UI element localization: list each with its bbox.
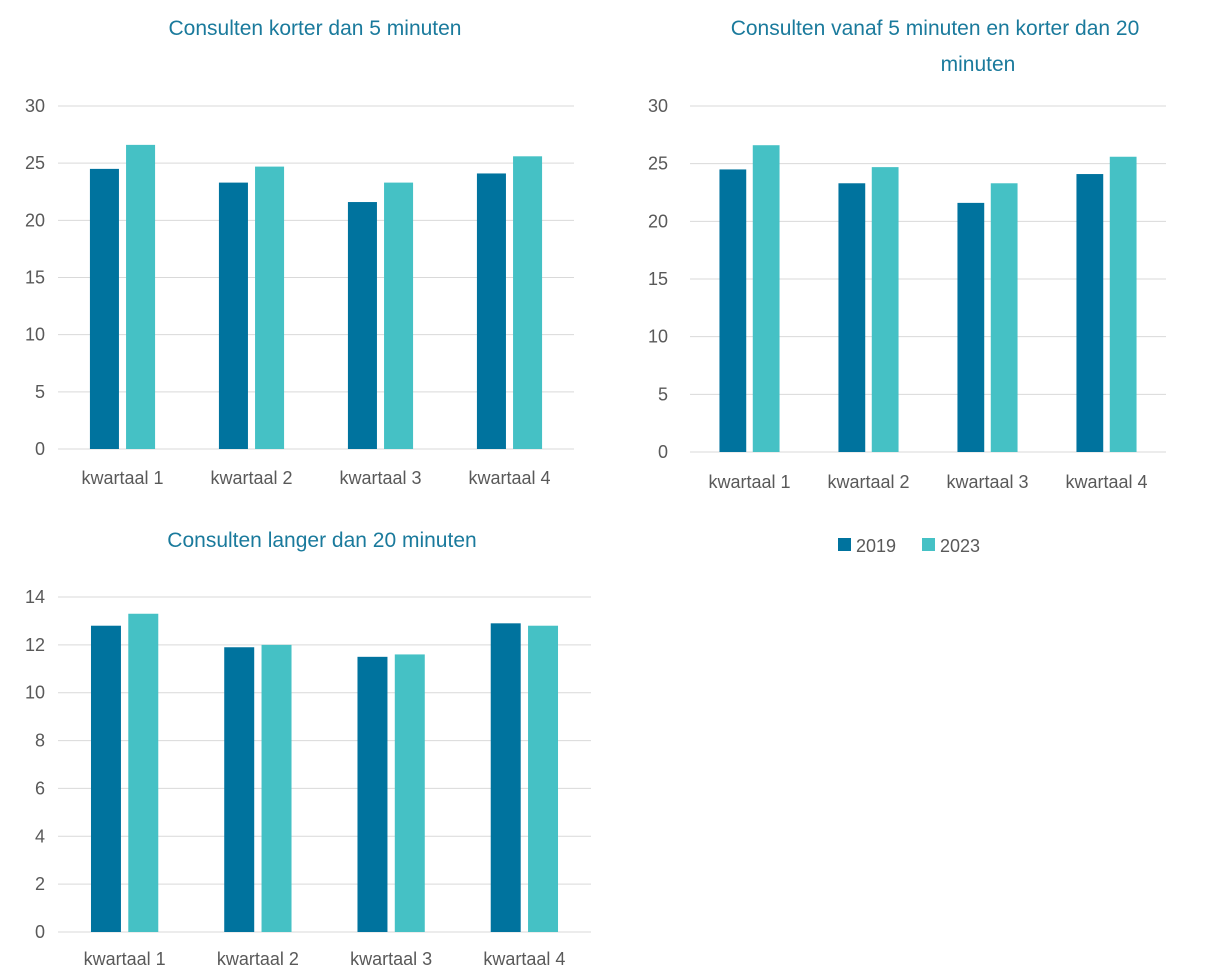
x-category-label: kwartaal 3 [339, 468, 421, 488]
y-tick-label: 10 [648, 327, 668, 347]
y-tick-label: 15 [648, 269, 668, 289]
bar-2023-kwartaal-1 [126, 144, 156, 449]
x-category-label: kwartaal 3 [350, 949, 432, 969]
chart-title-line-2: minuten [941, 53, 1016, 76]
chart-short-consults: Consulten korter dan 5 minuten 0 5 10 15 20 2… [25, 17, 574, 488]
y-tick-label: 25 [648, 154, 668, 174]
x-category-label: kwartaal 1 [81, 468, 163, 488]
y-tick-label: 12 [25, 635, 45, 655]
legend: 2019 2023 [838, 536, 980, 556]
chart-title: Consulten langer dan 20 minuten [167, 529, 476, 552]
bar-2023-kwartaal-3 [990, 183, 1018, 453]
x-category-label: kwartaal 4 [483, 949, 565, 969]
chart-title-line-1: Consulten vanaf 5 minuten en korter dan … [731, 17, 1140, 40]
bar-2019-kwartaal-2 [838, 183, 866, 453]
y-tick-label: 20 [648, 211, 668, 231]
bar-2023-kwartaal-4 [528, 625, 559, 932]
y-tick-label: 10 [25, 325, 45, 345]
y-tick-label: 8 [35, 731, 45, 751]
x-category-label: kwartaal 4 [468, 468, 550, 488]
bar-2019-kwartaal-3 [957, 202, 985, 452]
bar-2023-kwartaal-2 [871, 167, 899, 453]
y-tick-label: 5 [35, 382, 45, 402]
bar-2023-kwartaal-2 [255, 166, 285, 449]
bar-2023-kwartaal-3 [384, 182, 414, 449]
x-category-label: kwartaal 4 [1065, 472, 1147, 492]
bar-2023-kwartaal-1 [752, 145, 780, 453]
x-category-label: kwartaal 2 [217, 949, 299, 969]
bar-2019-kwartaal-2 [218, 182, 248, 449]
bar-2019-kwartaal-3 [357, 656, 388, 932]
chart-title: Consulten korter dan 5 minuten [168, 17, 461, 40]
x-category-label: kwartaal 2 [210, 468, 292, 488]
y-tick-label: 25 [25, 153, 45, 173]
y-tick-label: 15 [25, 268, 45, 288]
chart-medium-consults: Consulten vanaf 5 minuten en korter dan … [648, 17, 1166, 492]
y-tick-label: 0 [35, 439, 45, 459]
bar-2023-kwartaal-4 [513, 156, 543, 449]
bar-2023-kwartaal-2 [261, 644, 292, 932]
y-tick-label: 0 [35, 922, 45, 942]
chart-long-consults: Consulten langer dan 20 minuten 0 2 4 6 8 10 1… [25, 529, 591, 969]
bar-2023-kwartaal-1 [128, 613, 159, 932]
y-tick-label: 2 [35, 874, 45, 894]
y-tick-label: 10 [25, 683, 45, 703]
legend-swatch-2023 [922, 538, 935, 551]
y-tick-label: 4 [35, 826, 45, 846]
bar-2023-kwartaal-3 [394, 654, 425, 932]
y-tick-label: 6 [35, 778, 45, 798]
legend-label-2019: 2019 [856, 536, 896, 556]
x-category-label: kwartaal 1 [84, 949, 166, 969]
bar-2019-kwartaal-4 [1076, 174, 1104, 452]
x-category-label: kwartaal 1 [708, 472, 790, 492]
y-tick-label: 0 [658, 442, 668, 462]
y-tick-label: 14 [25, 587, 45, 607]
bar-2019-kwartaal-1 [719, 169, 747, 452]
bar-2019-kwartaal-4 [476, 173, 506, 449]
y-tick-label: 30 [25, 96, 45, 116]
bar-2019-kwartaal-1 [89, 168, 119, 449]
y-tick-label: 30 [648, 96, 668, 116]
y-tick-label: 20 [25, 210, 45, 230]
x-category-label: kwartaal 2 [827, 472, 909, 492]
x-category-label: kwartaal 3 [946, 472, 1028, 492]
y-tick-label: 5 [658, 384, 668, 404]
bar-2019-kwartaal-1 [90, 625, 121, 932]
legend-label-2023: 2023 [940, 536, 980, 556]
bar-2019-kwartaal-4 [490, 623, 521, 932]
legend-swatch-2019 [838, 538, 851, 551]
bar-2023-kwartaal-4 [1109, 156, 1137, 452]
bar-2019-kwartaal-3 [347, 202, 377, 449]
bar-2019-kwartaal-2 [224, 647, 255, 932]
